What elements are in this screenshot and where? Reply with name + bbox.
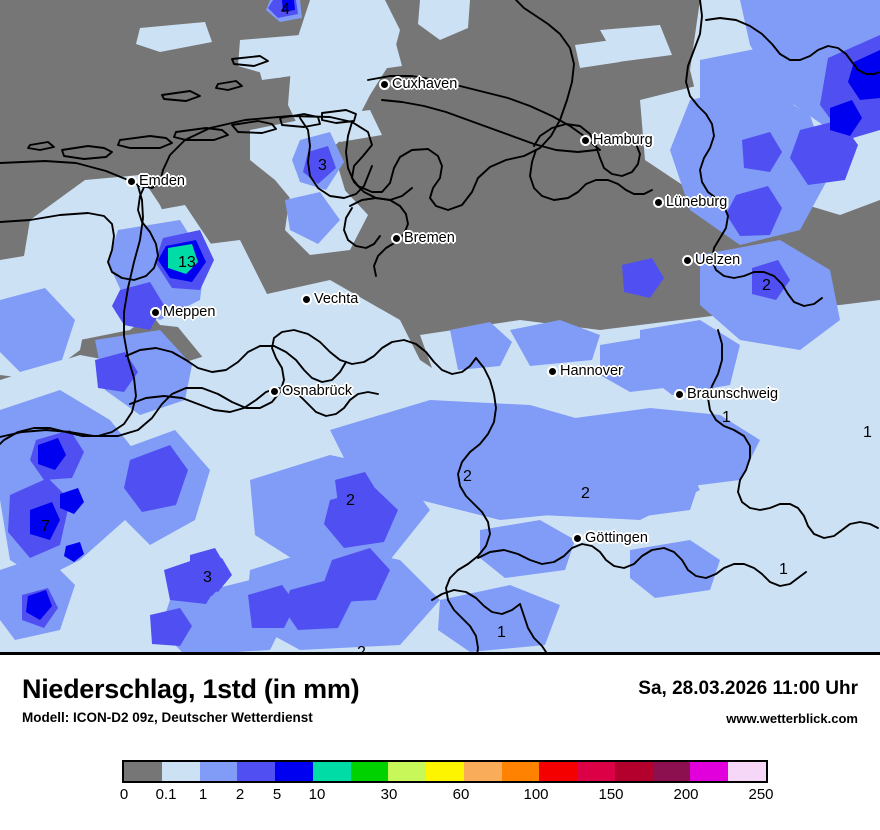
colorbar-swatch (426, 762, 464, 781)
colorbar-swatch (237, 762, 276, 781)
colorbar-tick-label: 200 (673, 786, 699, 803)
colorbar-tick-label: 100 (523, 786, 549, 803)
colorbar-tick-label: 0.1 (155, 786, 177, 803)
colorbar-swatch (501, 762, 540, 781)
colorbar-swatch (539, 762, 578, 781)
colorbar-swatch (690, 762, 729, 781)
colorbar-swatch (728, 762, 767, 781)
page-title: Niederschlag, 1std (in mm) (22, 674, 360, 704)
colorbar-legend: 0 0.1 1 2 5 10 30 60 100 150 200 250 (0, 758, 880, 824)
map-canvas (0, 0, 880, 652)
colorbar-swatch (614, 762, 653, 781)
colorbar-swatch (350, 762, 389, 781)
map-borders (0, 0, 880, 652)
precipitation-map[interactable]: 4 3 13 2 1 1 2 2 2 7 3 1 1 2 Cuxhaven Hamburg Emden Lüne… (0, 0, 880, 655)
colorbar-swatch (199, 762, 238, 781)
colorbar-tick-label: 10 (308, 786, 326, 803)
colorbar-tick-label: 150 (598, 786, 624, 803)
colorbar-tick-label: 0 (119, 786, 129, 803)
colorbar-swatch (463, 762, 502, 781)
valid-datetime: Sa, 28.03.2026 11:00 Uhr (638, 678, 858, 699)
colorbar-tick-label: 60 (452, 786, 470, 803)
model-subtitle: Modell: ICON-D2 09z, Deutscher Wetterdie… (22, 710, 313, 725)
colorbar-tick-label: 5 (272, 786, 282, 803)
colorbar-tick-label: 2 (235, 786, 245, 803)
site-url: www.wetterblick.com (726, 711, 858, 726)
colorbar-swatch (388, 762, 427, 781)
colorbar-tick-label: 250 (748, 786, 774, 803)
precip-band-peak (168, 244, 198, 274)
colorbar-swatch (124, 762, 162, 781)
caption-area: Niederschlag, 1std (in mm) Modell: ICON-… (0, 658, 880, 748)
colorbar-swatch (577, 762, 615, 781)
colorbar-swatch (312, 762, 351, 781)
colorbar-tick-label: 1 (198, 786, 208, 803)
colorbar-swatch (275, 762, 313, 781)
colorbar-swatch (161, 762, 200, 781)
colorbar-swatches (122, 760, 768, 783)
colorbar-tick-label: 30 (380, 786, 398, 803)
colorbar-swatch (652, 762, 691, 781)
colorbar-ticks: 0 0.1 1 2 5 10 30 60 100 150 200 250 (0, 786, 880, 812)
